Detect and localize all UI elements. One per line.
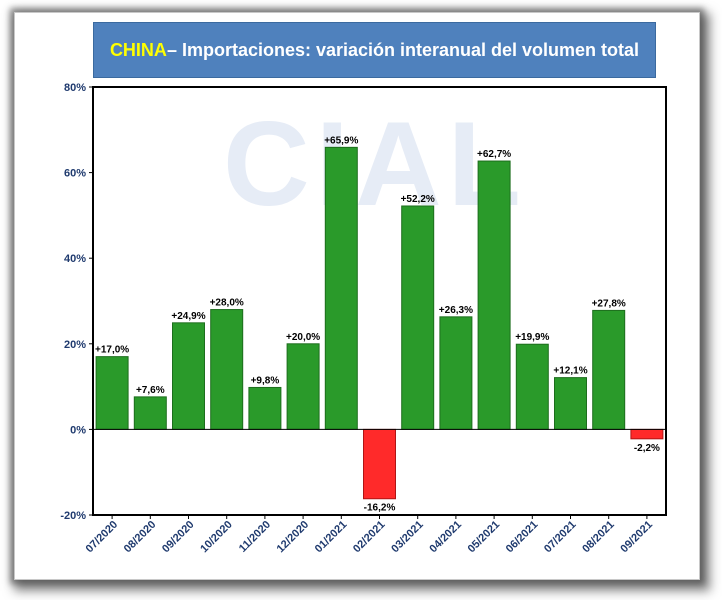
x-tick-label: 11/2020 — [237, 519, 273, 555]
data-label: +12,1% — [553, 366, 587, 377]
y-tick-label: 40% — [64, 253, 86, 265]
watermark-logo: CIAL — [223, 97, 527, 231]
y-tick-label: 60% — [64, 168, 86, 180]
bar — [515, 343, 549, 430]
bar — [401, 205, 435, 430]
y-tick-label: -20% — [60, 510, 86, 522]
y-tick-label: 20% — [64, 339, 86, 351]
x-tick-label: 08/2020 — [122, 519, 159, 556]
x-tick-label: 06/2021 — [504, 519, 541, 556]
data-label: +27,8% — [592, 298, 626, 309]
x-tick-label: 09/2021 — [618, 519, 655, 556]
x-tick-label: 07/2021 — [542, 519, 579, 556]
y-tick-label: 0% — [70, 424, 86, 436]
data-label: +7,6% — [136, 385, 165, 396]
x-tick-label: 02/2021 — [351, 519, 388, 556]
x-tick-label: 12/2020 — [275, 519, 312, 556]
bar — [210, 309, 244, 430]
data-label: +24,9% — [171, 311, 205, 322]
bar — [324, 146, 358, 430]
data-label: +19,9% — [515, 332, 549, 343]
bar — [554, 377, 587, 430]
title-highlight: CHINA — [109, 39, 167, 60]
data-label: +62,7% — [477, 149, 511, 160]
bar — [477, 160, 511, 430]
y-tick-label: 80% — [64, 82, 86, 94]
chart-title: CHINA – Importaciones: variación interan… — [93, 22, 656, 78]
data-label: +17,0% — [95, 345, 129, 356]
data-label: +28,0% — [210, 298, 244, 309]
data-label: +26,3% — [439, 305, 473, 316]
x-tick-label: 01/2021 — [313, 519, 350, 556]
x-tick-label: 05/2021 — [466, 519, 503, 556]
bar — [592, 309, 626, 430]
bar — [95, 356, 129, 430]
x-tick-label: 03/2021 — [389, 519, 426, 556]
title-text: – Importaciones: variación interanual de… — [166, 39, 640, 60]
bar — [172, 322, 205, 430]
data-label: +65,9% — [324, 135, 358, 146]
data-label: +9,8% — [251, 375, 280, 386]
x-tick-label: 09/2020 — [160, 519, 197, 556]
data-label: -16,2% — [364, 503, 396, 514]
data-label: +52,2% — [401, 194, 435, 205]
bar — [439, 316, 473, 430]
x-tick-label: 08/2021 — [580, 519, 617, 556]
bar — [248, 386, 282, 430]
bar — [363, 428, 396, 500]
x-tick-label: 07/2020 — [84, 519, 121, 556]
bar — [286, 343, 320, 430]
x-tick-label: 04/2021 — [427, 519, 464, 556]
bar — [133, 396, 167, 430]
x-tick-label: 10/2020 — [198, 519, 235, 556]
data-label: +20,0% — [286, 332, 320, 343]
data-label: -2,2% — [634, 443, 660, 454]
bar — [630, 428, 664, 440]
